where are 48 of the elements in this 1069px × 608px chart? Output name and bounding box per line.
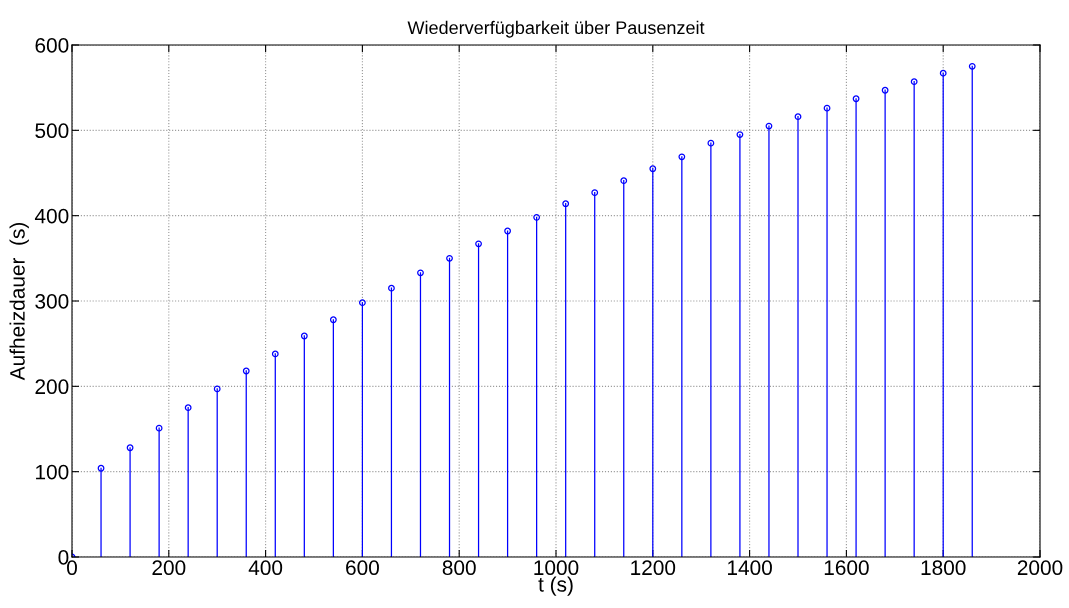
point: [388, 284, 395, 292]
y-tick-label: 400: [34, 208, 69, 224]
point: [300, 332, 308, 340]
point: [533, 213, 541, 221]
point: [97, 464, 105, 472]
point: [271, 350, 279, 358]
y-tick-label: 100: [36, 464, 69, 480]
point: [736, 131, 744, 139]
point: [475, 240, 482, 248]
point: [504, 227, 512, 235]
point: [213, 385, 221, 393]
point: [562, 200, 570, 208]
chart-title: Wiederverfügbarkeit über Pausenzeit: [407, 20, 705, 38]
point: [126, 444, 134, 452]
x-tick-label: 800: [442, 560, 476, 576]
point: [881, 86, 889, 94]
point: [242, 367, 250, 375]
point: [184, 404, 192, 412]
point: [329, 316, 337, 324]
point: [620, 177, 628, 185]
point: [968, 62, 976, 70]
point: [678, 153, 686, 161]
point: [446, 254, 453, 262]
y-tick-label: 200: [35, 379, 69, 395]
x-tick-label: 1800: [921, 560, 966, 576]
point: [649, 165, 657, 173]
x-axis-title: t (s): [538, 576, 573, 596]
y-tick-label: 600: [35, 38, 69, 53]
point: [910, 78, 918, 86]
point: [417, 269, 424, 277]
x-tick-label: 600: [346, 560, 379, 576]
x-tick-label: 1200: [631, 560, 676, 576]
x-tick-label: 400: [248, 560, 283, 576]
x-tick-label: 1400: [728, 560, 772, 576]
y-tick-label: 500: [35, 123, 69, 139]
point: [591, 189, 599, 197]
x-tick-label: 1600: [824, 560, 869, 576]
y-tick-label: 300: [35, 294, 69, 309]
y-axis-title: Aufheizdauer (s): [9, 222, 29, 381]
x-tick-label: 2000: [1017, 560, 1063, 576]
x-tick-label: 200: [152, 560, 186, 576]
point: [852, 95, 860, 103]
point: [358, 299, 366, 307]
point: [794, 113, 802, 121]
point: [707, 139, 715, 147]
point: [939, 69, 947, 77]
y-tick-label: 0: [58, 550, 69, 565]
x-tick-label: 1000: [534, 560, 579, 576]
